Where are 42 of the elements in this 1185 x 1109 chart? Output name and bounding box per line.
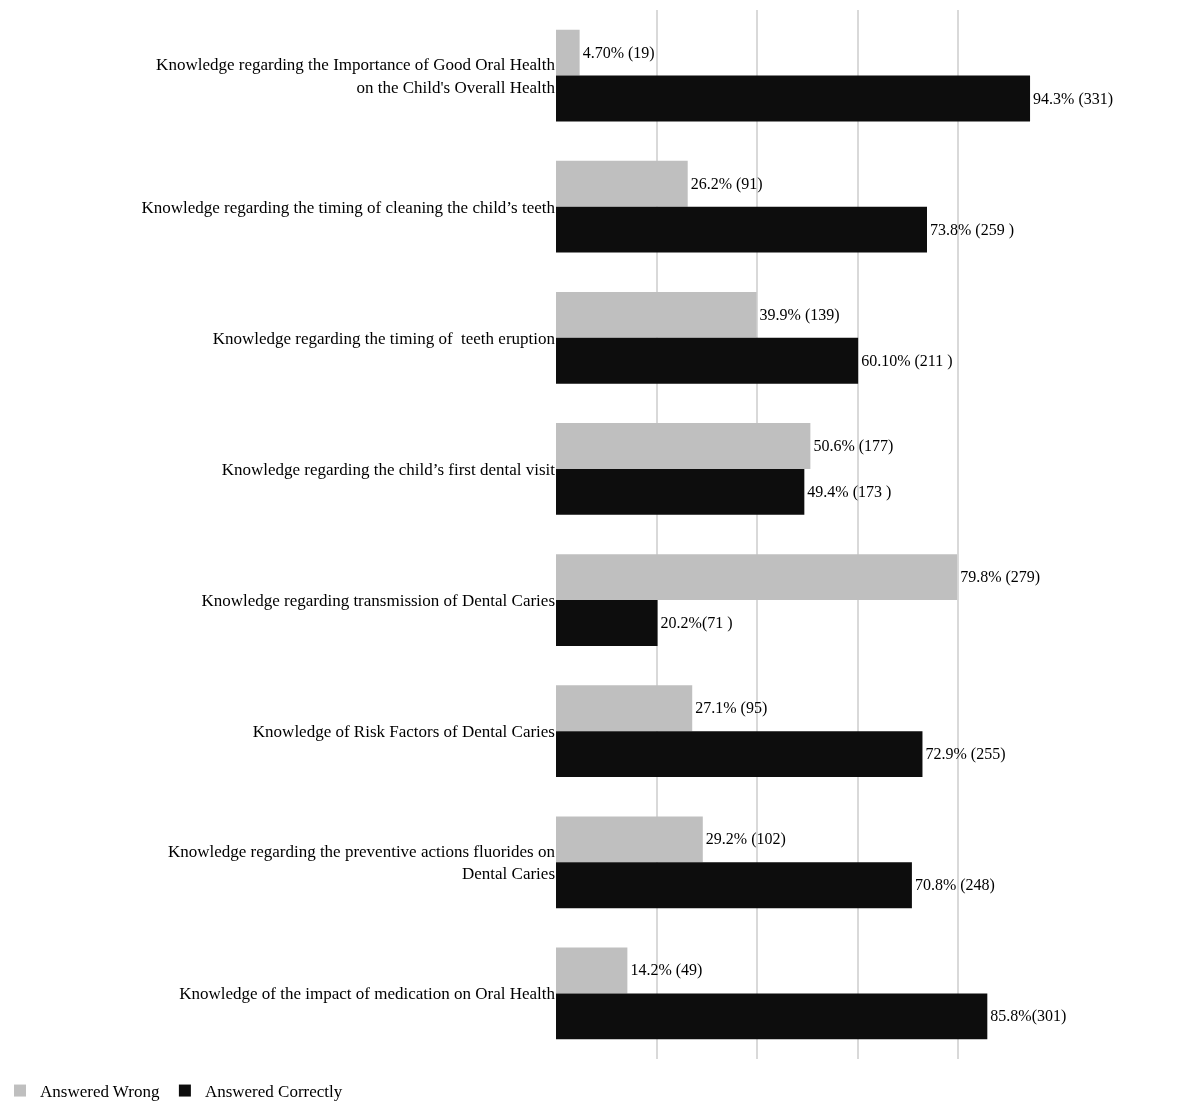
data-label: 50.6% (177) <box>813 436 894 455</box>
legend-label: Answered Correctly <box>204 1082 343 1102</box>
data-label: 39.9% (139) <box>759 305 840 324</box>
bar <box>556 291 757 338</box>
bar <box>556 468 805 515</box>
bar <box>556 160 688 207</box>
bar <box>556 75 1031 122</box>
bar <box>556 600 658 646</box>
data-label: 79.8% (279) <box>960 568 1041 587</box>
bar <box>556 993 988 1040</box>
bar <box>556 685 693 732</box>
data-label: 14.2% (49) <box>630 961 703 980</box>
y-tick-label: Knowledge regarding the timing of cleaning the child’s teeth <box>141 197 556 217</box>
y-tick-label: Knowledge regarding the child’s first dental visit <box>221 459 556 479</box>
data-label: 60.10% (211 ) <box>861 351 953 370</box>
data-label: 85.8%(301) <box>990 1007 1067 1026</box>
legend-label: Answered Wrong <box>40 1082 160 1102</box>
data-label: 26.2% (91) <box>690 174 763 193</box>
bar <box>556 862 912 909</box>
y-tick-label: Knowledge regarding the preventive actions fluorides on Dental Caries <box>167 842 556 884</box>
data-label: 49.4% (173 ) <box>807 482 892 501</box>
bar <box>556 29 580 76</box>
data-label: 29.2% (102) <box>705 830 786 849</box>
bar <box>556 423 811 469</box>
data-label: 27.1% (95) <box>695 699 768 718</box>
data-label: 73.8% (259 ) <box>930 220 1014 239</box>
data-label: 70.8% (248) <box>914 876 995 895</box>
data-label: 94.3% (331) <box>1033 89 1114 108</box>
bar <box>556 947 628 994</box>
data-label: 20.2%(71 ) <box>660 614 733 633</box>
bar <box>556 816 703 863</box>
y-tick-label: Knowledge of the impact of medication on Oral Health <box>179 984 556 1004</box>
bar <box>556 337 859 384</box>
bar <box>556 554 958 601</box>
bar <box>556 731 923 778</box>
y-tick-label: Knowledge of Risk Factors of Dental Caries <box>252 722 555 742</box>
y-tick-label: Knowledge regarding transmission of Dental Caries <box>201 591 555 611</box>
y-tick-label: Knowledge regarding the Importance of Good Oral Health on the Child's Overall Health <box>156 55 556 97</box>
data-label: 4.70% (19) <box>582 43 655 62</box>
y-tick-label: Knowledge regarding the timing of teeth eruption <box>212 328 556 348</box>
bar <box>556 206 927 253</box>
data-label: 72.9% (255) <box>925 745 1006 764</box>
